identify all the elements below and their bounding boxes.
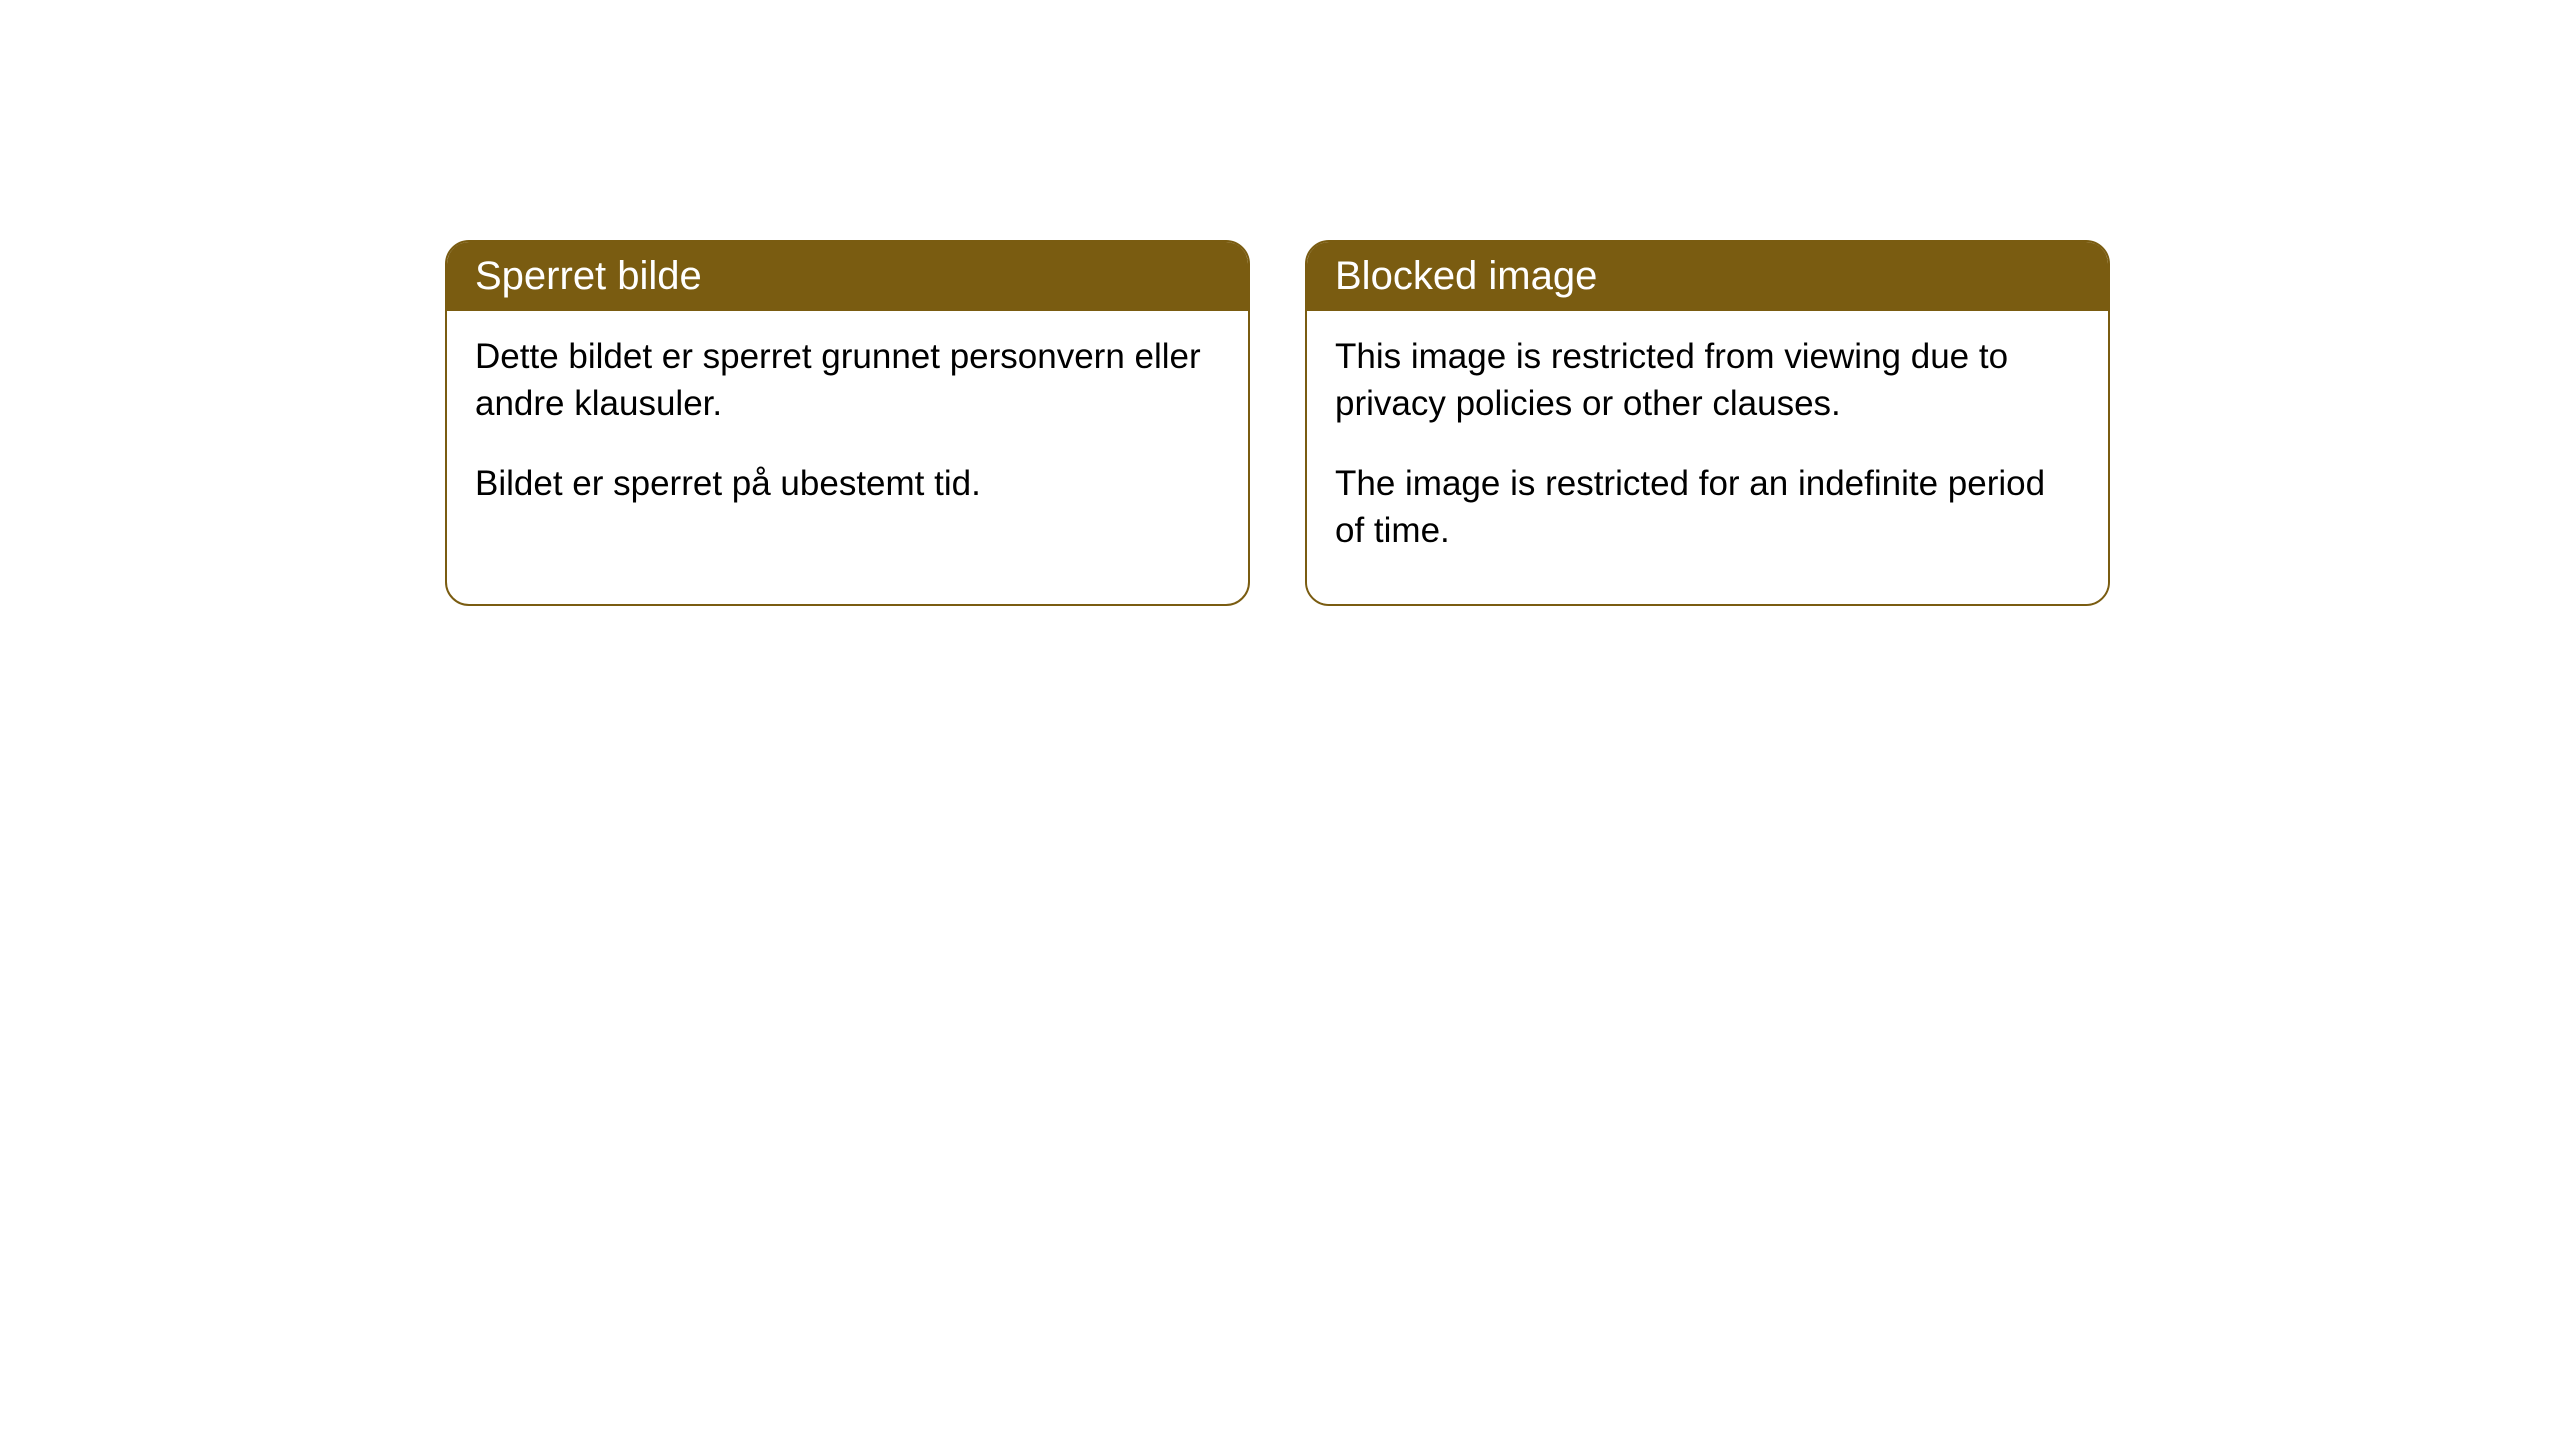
card-header-english: Blocked image: [1307, 242, 2108, 311]
notice-card-norwegian: Sperret bilde Dette bildet er sperret gr…: [445, 240, 1250, 606]
card-paragraph: Bildet er sperret på ubestemt tid.: [475, 460, 1220, 507]
notice-card-english: Blocked image This image is restricted f…: [1305, 240, 2110, 606]
card-header-norwegian: Sperret bilde: [447, 242, 1248, 311]
card-title: Blocked image: [1335, 254, 1597, 298]
card-body-english: This image is restricted from viewing du…: [1307, 311, 2108, 604]
card-paragraph: This image is restricted from viewing du…: [1335, 333, 2080, 428]
card-title: Sperret bilde: [475, 254, 702, 298]
notice-container: Sperret bilde Dette bildet er sperret gr…: [445, 240, 2110, 606]
card-paragraph: Dette bildet er sperret grunnet personve…: [475, 333, 1220, 428]
card-body-norwegian: Dette bildet er sperret grunnet personve…: [447, 311, 1248, 557]
card-paragraph: The image is restricted for an indefinit…: [1335, 460, 2080, 555]
